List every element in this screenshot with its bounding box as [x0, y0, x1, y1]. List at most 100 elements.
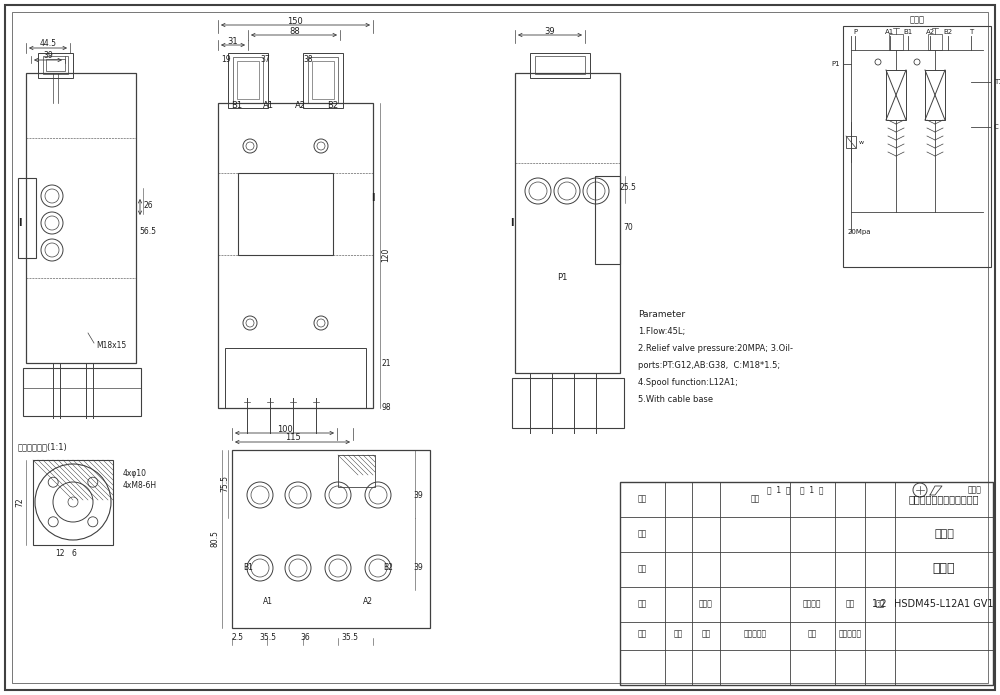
Text: 共  1  套    第  1  套: 共 1 套 第 1 套: [767, 486, 823, 495]
Text: 120: 120: [382, 248, 390, 262]
Text: 比例: 比例: [875, 600, 885, 609]
Text: 26: 26: [143, 202, 153, 211]
Bar: [303, 53, 343, 108]
Text: A2: A2: [925, 29, 935, 35]
Text: A1: A1: [263, 598, 273, 607]
Text: 12: 12: [55, 548, 65, 557]
Text: 4xφ10: 4xφ10: [123, 468, 147, 477]
Text: B2: B2: [383, 564, 393, 573]
Bar: [18, 178, 36, 258]
Bar: [308, 57, 338, 103]
Text: 6: 6: [72, 548, 76, 557]
Bar: [26, 73, 136, 363]
Text: 4xM8-6H: 4xM8-6H: [123, 480, 157, 489]
Text: 外形图: 外形图: [934, 529, 954, 539]
Bar: [38, 53, 73, 78]
Text: 2.Relief valve pressure:20MPA; 3.Oil-: 2.Relief valve pressure:20MPA; 3.Oil-: [638, 344, 793, 353]
Bar: [218, 103, 373, 408]
Text: 处数: 处数: [673, 630, 683, 639]
Text: 校对: 校对: [637, 564, 647, 573]
Text: B1: B1: [903, 29, 913, 35]
Text: 4.Spool function:L12A1;: 4.Spool function:L12A1;: [638, 378, 738, 387]
Text: 35.5: 35.5: [260, 634, 276, 642]
Text: I: I: [18, 218, 22, 228]
Bar: [889, 34, 903, 50]
Text: 56.5: 56.5: [140, 227, 156, 236]
Text: M18x15: M18x15: [96, 341, 126, 350]
Bar: [530, 53, 590, 78]
Text: Parameter: Parameter: [638, 310, 685, 319]
Text: 39: 39: [413, 564, 423, 573]
Text: 20Mpa: 20Mpa: [848, 229, 872, 235]
Text: 70: 70: [623, 224, 633, 233]
Bar: [338, 455, 375, 487]
Bar: [843, 26, 991, 267]
Bar: [238, 173, 333, 255]
Text: 100: 100: [277, 425, 293, 434]
Text: 39: 39: [43, 51, 53, 60]
Text: T: T: [969, 29, 973, 35]
Bar: [595, 176, 620, 264]
Text: 工艺: 工艺: [637, 495, 647, 503]
Text: 设计: 设计: [637, 600, 647, 609]
Bar: [312, 61, 334, 99]
Text: ports:PT:G12,AB:G38,  C:M18*1.5;: ports:PT:G12,AB:G38, C:M18*1.5;: [638, 361, 780, 370]
Text: 150: 150: [287, 17, 303, 26]
Text: 35.5: 35.5: [342, 634, 358, 642]
Bar: [925, 70, 945, 120]
Text: 2.5: 2.5: [232, 634, 244, 642]
Text: 98: 98: [381, 404, 391, 413]
Bar: [232, 450, 430, 628]
Bar: [237, 61, 259, 99]
Text: 年、月、日: 年、月、日: [838, 630, 862, 639]
Text: 39: 39: [413, 491, 423, 500]
Text: 37: 37: [260, 56, 270, 65]
Bar: [512, 378, 624, 428]
Bar: [225, 348, 366, 408]
Text: A1: A1: [885, 29, 895, 35]
Text: 签名: 签名: [807, 630, 817, 639]
Text: 44.5: 44.5: [40, 38, 56, 47]
Text: 115: 115: [285, 434, 301, 443]
Bar: [33, 460, 113, 545]
Text: 标准化: 标准化: [699, 600, 713, 609]
Text: A2: A2: [294, 101, 306, 110]
Text: 更度文件号: 更度文件号: [743, 630, 767, 639]
Text: P1: P1: [831, 61, 840, 67]
Bar: [233, 57, 263, 103]
Text: B2: B2: [943, 29, 953, 35]
Text: B1: B1: [243, 564, 253, 573]
Text: C: C: [994, 124, 999, 130]
Text: 38: 38: [303, 56, 313, 65]
Text: 31: 31: [228, 37, 238, 45]
Text: I: I: [510, 218, 514, 228]
Bar: [43, 56, 68, 74]
Text: HSDM45-L12A1 GV1: HSDM45-L12A1 GV1: [894, 599, 994, 609]
Text: 5.With cable base: 5.With cable base: [638, 395, 713, 404]
Text: P: P: [853, 29, 857, 35]
Text: 直装阀: 直装阀: [933, 562, 955, 575]
Text: 1:2: 1:2: [872, 599, 888, 609]
Text: 标记: 标记: [637, 630, 647, 639]
Bar: [535, 56, 585, 74]
Text: 批准: 批准: [750, 495, 760, 503]
Text: B1: B1: [231, 101, 243, 110]
Text: 版本号: 版本号: [968, 486, 982, 495]
Text: 山东奥鳃液压科技有限公司: 山东奥鳃液压科技有限公司: [909, 494, 979, 504]
Text: A1: A1: [262, 101, 274, 110]
Bar: [846, 136, 856, 148]
Text: 25.5: 25.5: [620, 183, 636, 193]
Bar: [515, 73, 620, 373]
Bar: [928, 34, 942, 50]
Text: w: w: [859, 140, 864, 145]
Text: 分区: 分区: [701, 630, 711, 639]
Text: I: I: [371, 193, 375, 203]
Text: 36: 36: [300, 634, 310, 642]
Text: 75.5: 75.5: [220, 475, 230, 493]
Text: 88: 88: [290, 26, 300, 35]
Bar: [620, 482, 993, 685]
Text: 80.5: 80.5: [210, 530, 220, 548]
Text: 审核: 审核: [637, 530, 647, 539]
Text: 阶段标记: 阶段标记: [803, 600, 821, 609]
Bar: [886, 70, 906, 120]
